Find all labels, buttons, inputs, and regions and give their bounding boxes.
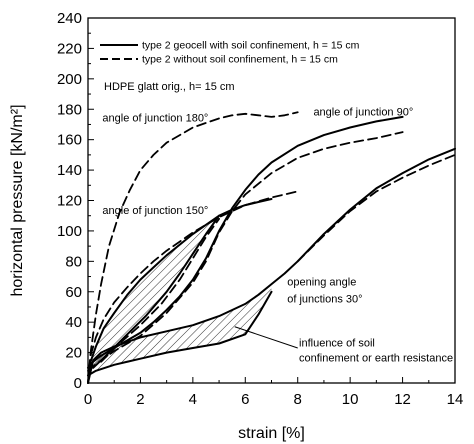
series-line-150-load-dashed xyxy=(87,190,299,384)
x-tick-label: 6 xyxy=(241,391,249,408)
y-tick-label: 220 xyxy=(57,40,82,57)
annotations: angle of junction 180° angle of junction … xyxy=(102,106,453,364)
y-tick-label: 140 xyxy=(57,162,82,179)
series-line-30-dashed xyxy=(296,154,456,263)
y-tick-label: 20 xyxy=(65,345,82,362)
annotation-2: angle of junction 150° xyxy=(102,205,208,217)
x-tick-label: 0 xyxy=(84,391,92,408)
annotation-6: confinement or earth resistance xyxy=(299,353,453,365)
x-tick-label: 14 xyxy=(447,391,464,408)
series-line-180-dashed xyxy=(87,111,299,384)
y-axis-label: horizontal pressure [kN/m²] xyxy=(9,104,26,296)
x-tick-label: 2 xyxy=(136,391,144,408)
y-tick-label: 40 xyxy=(65,314,82,331)
y-tick-label: 120 xyxy=(57,193,82,210)
y-tick-label: 240 xyxy=(57,10,82,27)
legend: type 2 geocell with soil confinement, h … xyxy=(100,40,360,66)
y-tick-label: 80 xyxy=(65,253,82,270)
series-line-150-unload-dashed xyxy=(100,217,220,363)
y-tick-label: 160 xyxy=(57,132,82,149)
chart-subtitle: HDPE glatt orig., h= 15 cm xyxy=(104,81,235,93)
annotation-4: of junctions 30° xyxy=(287,293,362,305)
plot-frame xyxy=(87,17,456,384)
hatched-area-junction-30 xyxy=(88,284,272,383)
x-tick-label: 12 xyxy=(394,391,411,408)
x-tick-label: 8 xyxy=(294,391,302,408)
annotation-3: opening angle xyxy=(287,277,356,289)
annotation-5: influence of soil xyxy=(299,338,375,350)
y-tick-label: 200 xyxy=(57,71,82,88)
x-axis-label: strain [%] xyxy=(238,425,305,442)
y-tick-label: 100 xyxy=(57,223,82,240)
hatched-area-junction-150 xyxy=(88,215,220,383)
series-layer xyxy=(87,111,456,384)
annotation-1: angle of junction 90° xyxy=(313,106,413,118)
y-tick-label: 60 xyxy=(65,284,82,301)
y-tick-label: 0 xyxy=(74,375,82,392)
legend-entry-solid: type 2 geocell with soil confinement, h … xyxy=(142,40,360,52)
x-axis: 0 2 4 6 8 10 12 14 xyxy=(84,377,464,408)
annotation-leader-line xyxy=(234,326,298,349)
legend-entry-dashed: type 2 without soil confinement, h = 15 … xyxy=(142,54,338,66)
x-tick-label: 10 xyxy=(342,391,359,408)
annotation-0: angle of junction 180° xyxy=(102,112,208,124)
series-line-30-load-solid xyxy=(87,147,456,384)
y-axis: 0 20 40 60 80 100 120 140 160 180 200 220 240 xyxy=(57,10,94,392)
x-tick-label: 4 xyxy=(189,391,197,408)
series-line-90-dashed xyxy=(87,131,404,372)
series-line-150-load-solid xyxy=(87,198,273,384)
series-line-30-unload-solid xyxy=(87,290,273,377)
y-tick-label: 180 xyxy=(57,101,82,118)
